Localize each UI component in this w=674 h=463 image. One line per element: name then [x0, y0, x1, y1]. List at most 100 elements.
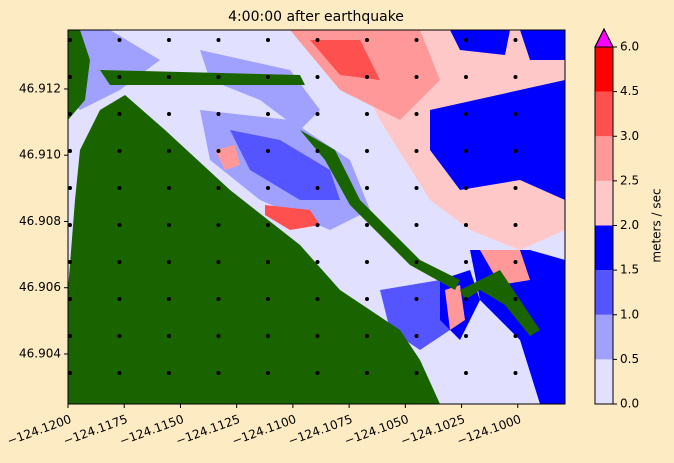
velocity-dot — [266, 38, 270, 42]
velocity-dot — [513, 112, 518, 116]
contour-region — [445, 285, 465, 330]
velocity-dot — [513, 334, 518, 338]
velocity-dot — [315, 334, 320, 338]
velocity-dot — [266, 223, 270, 227]
velocity-dot — [167, 75, 171, 79]
colorbar-segment — [595, 136, 613, 181]
velocity-dot — [117, 112, 122, 116]
velocity-dot — [68, 112, 72, 116]
contour-region — [520, 30, 565, 60]
colorbar-tick-label: 0.5 — [620, 352, 639, 366]
velocity-dot — [464, 149, 468, 153]
velocity-dot — [216, 371, 221, 375]
x-tick-label: −124.1150 — [118, 412, 186, 448]
velocity-dot — [167, 223, 171, 227]
velocity-dot — [68, 334, 72, 338]
velocity-dot — [117, 149, 122, 153]
velocity-dot — [216, 149, 221, 153]
velocity-dot — [464, 297, 468, 301]
velocity-dot — [266, 75, 270, 79]
y-tick-label: 46.906 — [19, 280, 61, 294]
colorbar-tick-label: 6.0 — [620, 40, 639, 54]
x-tick-label: −124.1000 — [455, 412, 523, 448]
velocity-dot — [117, 38, 122, 42]
velocity-dot — [117, 371, 122, 375]
velocity-dot — [414, 297, 419, 301]
axes-frame — [67, 29, 566, 405]
velocity-dot — [216, 38, 221, 42]
velocity-dot — [266, 334, 270, 338]
x-tick-label: −124.1125 — [174, 412, 242, 448]
contour-region — [215, 145, 240, 170]
velocity-dot — [68, 186, 72, 190]
velocity-dot — [513, 223, 518, 227]
velocity-dot — [315, 75, 320, 79]
velocity-dot — [365, 297, 369, 301]
velocity-dot — [216, 112, 221, 116]
velocity-dot — [216, 186, 221, 190]
velocity-dot — [513, 297, 518, 301]
chart-title: 4:00:00 after earthquake — [228, 9, 404, 25]
velocity-dot — [167, 186, 171, 190]
colorbar-segment — [595, 225, 613, 271]
velocity-dot — [117, 334, 122, 338]
y-tick-label: 46.910 — [19, 148, 61, 162]
velocity-dot — [414, 75, 419, 79]
velocity-dot — [414, 334, 419, 338]
velocity-dot — [167, 38, 171, 42]
contour-region — [450, 30, 510, 55]
velocity-dot — [414, 112, 419, 116]
velocity-dot — [167, 297, 171, 301]
contour-region — [230, 130, 340, 200]
x-tick-label: −124.1200 — [5, 412, 73, 448]
x-tick-label: −124.1175 — [61, 412, 129, 448]
velocity-dot — [414, 260, 419, 264]
contour-region — [430, 80, 565, 200]
velocity-dot — [464, 38, 468, 42]
velocity-dot — [68, 297, 72, 301]
velocity-dot — [216, 297, 221, 301]
colorbar-tick-label: 2.0 — [620, 218, 639, 232]
velocity-dot — [365, 334, 369, 338]
colorbar-segment — [595, 359, 613, 404]
velocity-dot — [365, 38, 369, 42]
velocity-dot — [464, 371, 468, 375]
contour-region — [480, 250, 530, 285]
contour-region — [200, 50, 320, 130]
velocity-dot — [216, 75, 221, 79]
colorbar-segment — [595, 91, 613, 137]
x-tick-label: −124.1050 — [343, 412, 411, 448]
velocity-dot — [167, 260, 171, 264]
velocity-dot — [266, 186, 270, 190]
velocity-dot — [117, 260, 122, 264]
velocity-dot — [464, 75, 468, 79]
velocity-dot — [365, 371, 369, 375]
velocity-dot — [513, 38, 518, 42]
velocity-dot — [464, 223, 468, 227]
velocity-dot — [365, 149, 369, 153]
velocity-dot — [117, 223, 122, 227]
velocity-dot — [315, 371, 320, 375]
land — [68, 30, 90, 120]
velocity-dot — [365, 260, 369, 264]
velocity-dot — [513, 186, 518, 190]
y-tick-label: 46.912 — [19, 81, 61, 95]
land — [300, 130, 460, 290]
velocity-dot — [414, 38, 419, 42]
velocity-dot — [266, 297, 270, 301]
velocity-dot — [464, 186, 468, 190]
contour-region — [310, 40, 380, 80]
velocity-dot — [266, 149, 270, 153]
velocity-dot — [266, 112, 270, 116]
colorbar-segment — [595, 314, 613, 360]
velocity-dot — [513, 260, 518, 264]
velocity-dot — [365, 75, 369, 79]
velocity-dot — [216, 260, 221, 264]
velocity-dot — [365, 112, 369, 116]
land — [100, 70, 305, 85]
velocity-dot — [266, 371, 270, 375]
velocity-dot — [315, 149, 320, 153]
velocity-dot — [117, 297, 122, 301]
colorbar-tick-label: 4.5 — [620, 84, 639, 98]
